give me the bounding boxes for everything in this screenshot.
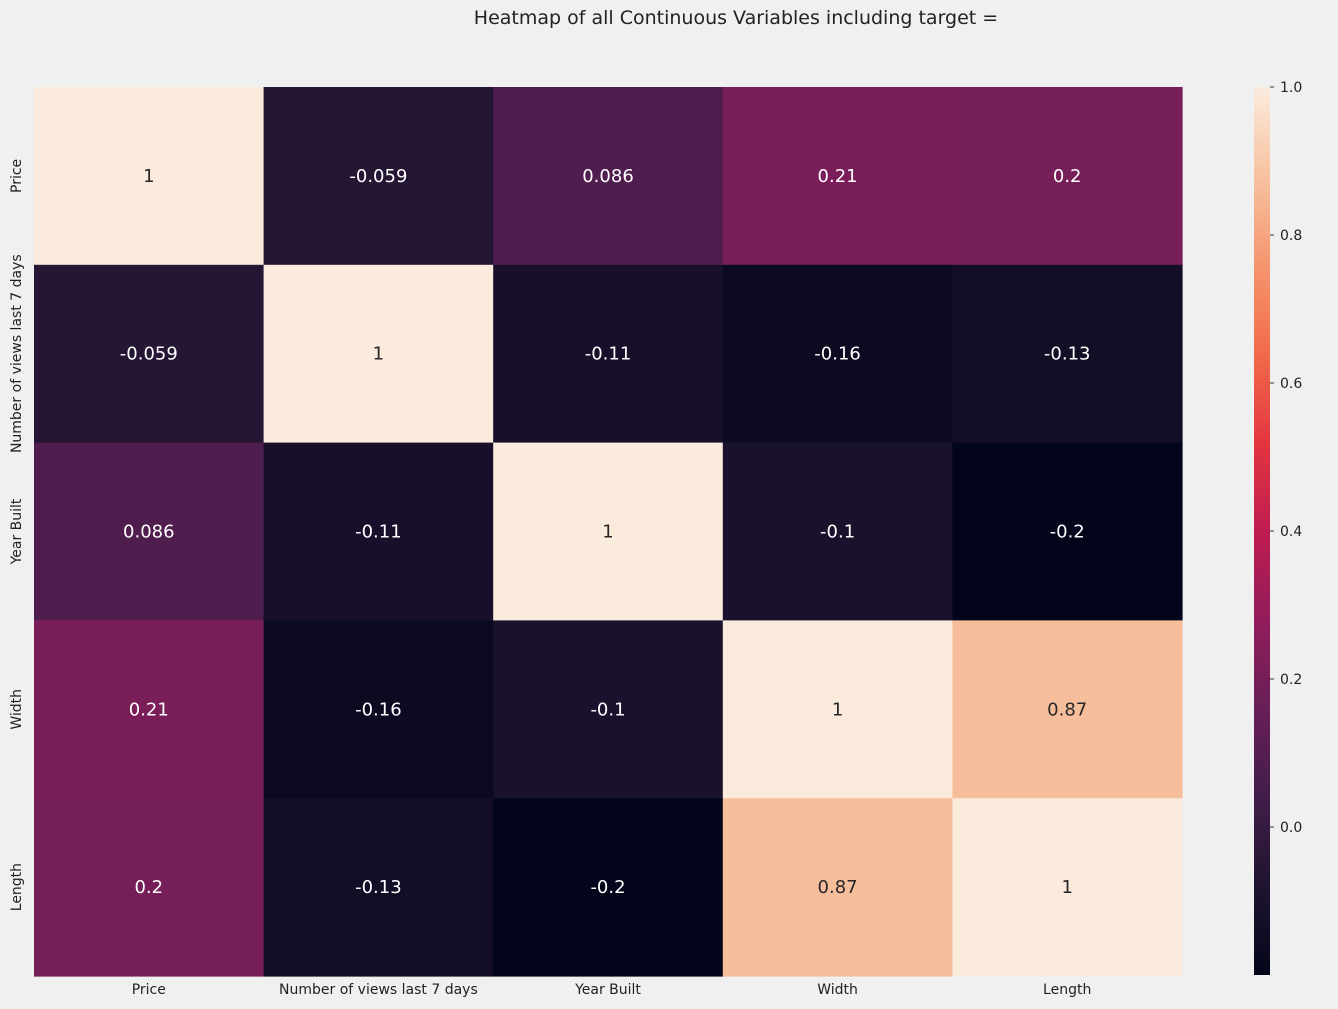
heatmap-cell (34, 264, 265, 444)
colorbar-tick-label: 0.2 (1280, 672, 1302, 688)
heatmap-cells (34, 87, 1183, 977)
heatmap-cell (493, 798, 724, 977)
colorbar-tick-label: 0.8 (1280, 228, 1302, 244)
y-tick-labels: Price Number of views last 7 days Year Bui… (9, 159, 25, 911)
heatmap-cell (952, 264, 1183, 444)
cell-annotation: 1 (143, 166, 154, 187)
cell-annotation: -0.2 (590, 877, 625, 898)
y-tick-label: Year Built (9, 498, 25, 565)
cell-annotation: -0.11 (585, 344, 632, 365)
cell-annotations: 1 -0.059 0.086 0.21 0.2-0.059 1 -0.11 -0.16 -0.1… (120, 166, 1091, 898)
heatmap-cell (263, 87, 494, 266)
heatmap-cell (952, 798, 1183, 977)
cell-annotation: 0.21 (818, 166, 858, 187)
cell-annotation: -0.059 (349, 166, 407, 187)
heatmap-cell (722, 442, 953, 621)
x-tick-label: Width (817, 982, 858, 998)
colorbar-tick-label: 0.4 (1280, 524, 1302, 540)
x-tick-label: Length (1043, 982, 1091, 998)
heatmap-cell (952, 620, 1183, 799)
cell-annotation: -0.13 (1044, 344, 1091, 365)
y-tick-label: Price (9, 159, 25, 193)
cell-annotation: 0.086 (123, 522, 175, 543)
cell-annotation: 0.2 (1053, 166, 1082, 187)
heatmap-cell (34, 442, 265, 621)
heatmap-cell (493, 620, 724, 799)
cell-annotation: -0.2 (1050, 522, 1085, 543)
colorbar-ticks: 0.0 0.2 0.4 0.6 0.8 1.0 (1270, 80, 1302, 836)
cell-annotation: 1 (373, 344, 384, 365)
colorbar-tick-label: 0.6 (1280, 376, 1302, 392)
cell-annotation: -0.1 (820, 522, 855, 543)
heatmap-cell (952, 87, 1183, 266)
x-tick-label: Year Built (574, 982, 641, 998)
heatmap-cell (722, 264, 953, 444)
cell-annotation: 1 (1061, 877, 1072, 898)
cell-annotation: 1 (602, 522, 613, 543)
cell-annotation: 0.21 (129, 699, 169, 720)
heatmap-cell (952, 442, 1183, 621)
cell-annotation: -0.11 (355, 522, 402, 543)
heatmap-cell (493, 264, 724, 444)
cell-annotation: -0.059 (120, 344, 178, 365)
heatmap-cell (722, 620, 953, 799)
heatmap-cell (263, 442, 494, 621)
chart-title: Heatmap of all Continuous Variables incl… (474, 7, 998, 29)
cell-annotation: 1 (832, 699, 843, 720)
cell-annotation: -0.13 (355, 877, 402, 898)
colorbar-tick-label: 0.0 (1280, 820, 1302, 836)
heatmap-cell (263, 620, 494, 799)
colorbar-tick-label: 1.0 (1280, 80, 1302, 96)
heatmap-cell (263, 264, 494, 444)
x-tick-label: Price (132, 982, 166, 998)
y-tick-label: Length (9, 863, 25, 911)
heatmap-cell (722, 87, 953, 266)
x-tick-labels: Price Number of views last 7 days Year Bui… (132, 982, 1092, 998)
colorbar (1254, 87, 1270, 975)
heatmap-cell (493, 87, 724, 266)
cell-annotation: 0.2 (134, 877, 163, 898)
cell-annotation: -0.1 (590, 699, 625, 720)
heatmap-cell (493, 442, 724, 621)
y-tick-label: Number of views last 7 days (9, 254, 25, 453)
heatmap-cell (34, 87, 265, 266)
y-tick-label: Width (9, 689, 25, 730)
cell-annotation: -0.16 (814, 344, 861, 365)
cell-annotation: 0.87 (1047, 699, 1087, 720)
heatmap-cell (722, 798, 953, 977)
cell-annotation: 0.086 (582, 166, 634, 187)
cell-annotation: -0.16 (355, 699, 402, 720)
heatmap-cell (34, 620, 265, 799)
x-tick-label: Number of views last 7 days (279, 982, 478, 998)
heatmap-cell (263, 798, 494, 977)
cell-annotation: 0.87 (818, 877, 858, 898)
heatmap-cell (34, 798, 265, 977)
